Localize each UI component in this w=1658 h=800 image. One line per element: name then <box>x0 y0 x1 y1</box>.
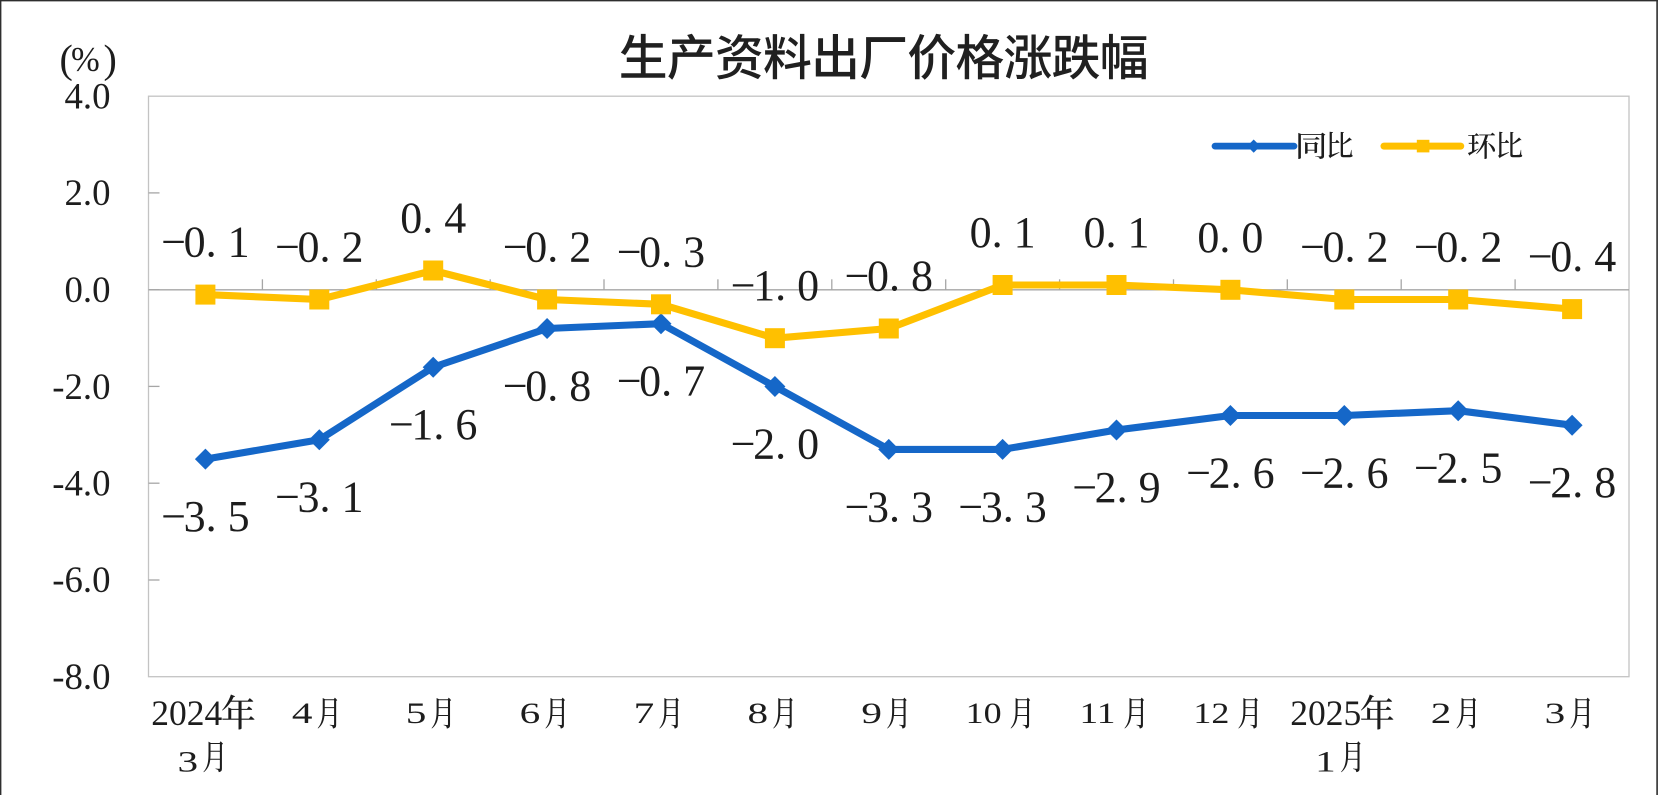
svg-text:4: 4 <box>292 697 313 730</box>
svg-text:2024: 2024 <box>151 693 222 733</box>
svg-text:11: 11 <box>1080 697 1116 730</box>
svg-text:8: 8 <box>748 697 769 730</box>
svg-text:0.1: 0. 1 <box>970 208 1036 257</box>
svg-text:−2.5: −2. 5 <box>1414 444 1502 493</box>
svg-text:−3.5: −3. 5 <box>161 492 249 541</box>
svg-text:7: 7 <box>634 697 655 730</box>
svg-text:%: % <box>71 41 100 79</box>
svg-text:6: 6 <box>520 697 541 730</box>
svg-text:12: 12 <box>1193 697 1229 730</box>
svg-text:−0.8: −0. 8 <box>503 362 591 411</box>
svg-text:-2.0: -2.0 <box>52 366 110 407</box>
svg-text:2025: 2025 <box>1290 693 1361 733</box>
svg-text:3: 3 <box>1545 697 1566 730</box>
svg-text:2.0: 2.0 <box>65 172 111 213</box>
svg-text:2: 2 <box>1431 697 1452 730</box>
svg-text:−0.2: −0. 2 <box>1414 223 1502 272</box>
svg-text:0.0: 0.0 <box>65 269 111 310</box>
svg-text:0.4: 0. 4 <box>400 194 466 243</box>
svg-text:−2.6: −2. 6 <box>1300 449 1388 498</box>
svg-text:−0.8: −0. 8 <box>845 252 933 301</box>
svg-text:−0.3: −0. 3 <box>617 227 705 276</box>
svg-text:): ) <box>104 36 117 81</box>
svg-text:-8.0: -8.0 <box>52 656 110 697</box>
svg-text:−2.9: −2. 9 <box>1072 463 1160 512</box>
svg-text:−2.6: −2. 6 <box>1186 449 1274 498</box>
svg-text:5: 5 <box>406 697 427 730</box>
svg-text:−0.2: −0. 2 <box>275 223 363 272</box>
svg-text:−2.8: −2. 8 <box>1528 458 1616 507</box>
svg-text:0.0: 0.0 <box>1197 213 1263 262</box>
svg-text:−0.7: −0. 7 <box>617 357 705 406</box>
svg-text:3: 3 <box>178 746 199 779</box>
svg-text:−0.4: −0. 4 <box>1528 232 1616 281</box>
svg-text:−0.1: −0. 1 <box>161 218 249 267</box>
svg-text:1: 1 <box>1315 746 1336 779</box>
svg-text:−1.0: −1. 0 <box>731 261 819 310</box>
svg-text:−0.2: −0. 2 <box>1300 223 1388 272</box>
svg-text:9: 9 <box>861 697 882 730</box>
svg-text:−3.1: −3. 1 <box>275 473 363 522</box>
svg-text:-4.0: -4.0 <box>52 463 110 504</box>
svg-text:(: ( <box>60 36 73 81</box>
svg-text:−3.3: −3. 3 <box>958 482 1046 531</box>
svg-text:−2.0: −2. 0 <box>731 420 819 469</box>
svg-text:10: 10 <box>966 697 1002 730</box>
svg-text:−3.3: −3. 3 <box>845 482 933 531</box>
svg-text:−0.2: −0. 2 <box>503 223 591 272</box>
svg-text:−1.6: −1. 6 <box>389 400 477 449</box>
svg-text:-6.0: -6.0 <box>52 559 110 600</box>
svg-text:4.0: 4.0 <box>65 76 111 117</box>
